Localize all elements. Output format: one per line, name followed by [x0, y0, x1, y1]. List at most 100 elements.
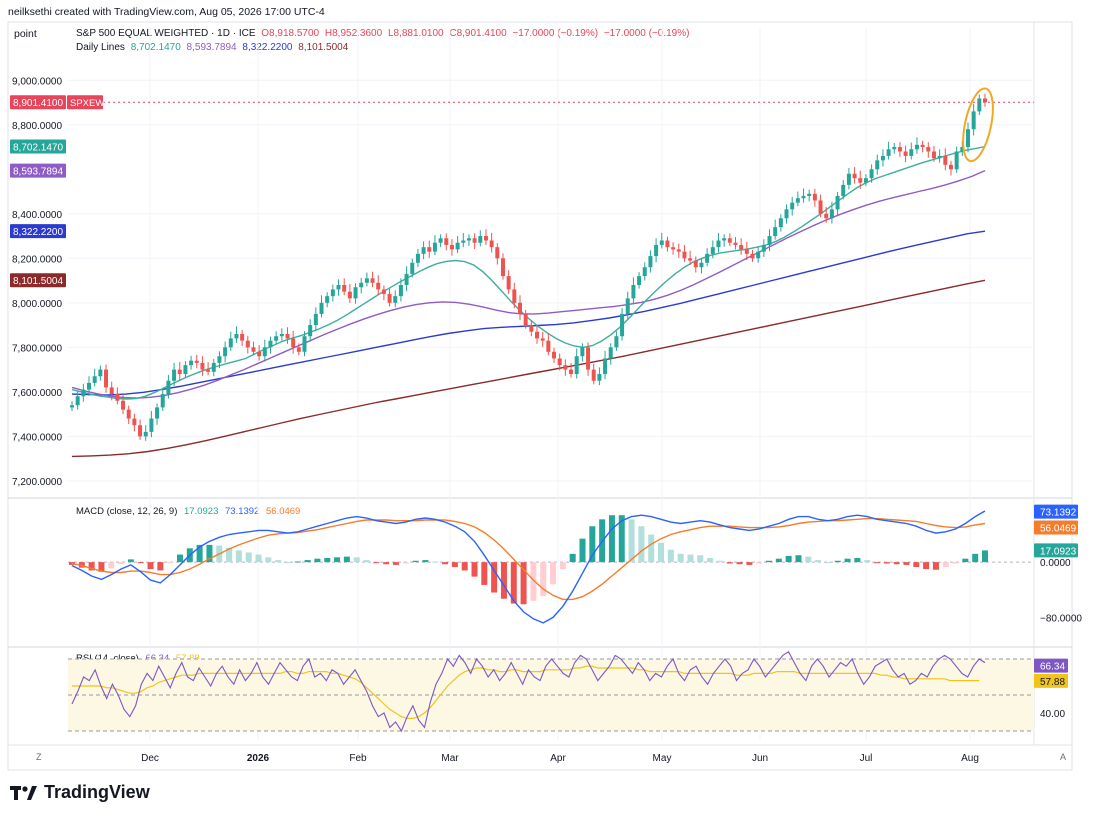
macd-hist-bar — [746, 562, 753, 565]
candle-body — [688, 258, 693, 261]
candle-body — [914, 144, 919, 150]
price-tag-4-bg — [10, 273, 66, 288]
ma20-line — [71, 145, 986, 400]
tradingview-logo[interactable]: TradingView — [10, 782, 150, 803]
macd-hist-bar — [648, 534, 655, 563]
ma100-value: 8,322.2200 — [242, 42, 293, 53]
candle-body — [841, 184, 846, 196]
candle-body — [699, 262, 704, 268]
candle-body — [591, 369, 596, 381]
candle-body — [869, 169, 874, 179]
macd-legend-label[interactable]: MACD (close, 12, 26, 9) — [76, 506, 178, 517]
macd-hist-bar — [235, 550, 242, 563]
price-tick-label: 7,800.0000 — [12, 343, 62, 354]
macd-hist-bar — [589, 526, 596, 563]
candle-body — [971, 111, 976, 130]
candle-body — [733, 242, 738, 245]
candle-body — [160, 394, 165, 408]
rsi-legend: RSI (14, close) 66.34 57.88 — [76, 653, 200, 664]
macd-hist-bar — [245, 552, 252, 563]
rsi-legend-label[interactable]: RSI (14, close) — [76, 653, 139, 664]
candle-body — [319, 302, 324, 314]
macd-hist-bar — [88, 562, 95, 571]
rsi-legend-v2: 57.88 — [175, 653, 200, 664]
candle-body — [642, 267, 647, 277]
macd-hist-bar — [520, 562, 527, 605]
candle-body — [943, 155, 948, 165]
macd-hist-bar — [697, 555, 704, 563]
macd-hist-bar — [923, 562, 930, 570]
candle-body — [875, 160, 880, 170]
candle-body — [614, 336, 619, 348]
macd-hist-bar — [785, 555, 792, 563]
ma50-value: 8,593.7894 — [186, 42, 237, 53]
candle-body — [393, 296, 398, 303]
change-value: −17.0000 (−0.19%) — [512, 28, 599, 39]
macd-hist-bar — [667, 549, 674, 563]
candle-body — [705, 253, 710, 263]
macd-legend-v3: 56.0469 — [265, 506, 301, 517]
candle-body — [359, 282, 364, 288]
macd-hist-bar — [127, 559, 134, 563]
symbol-name[interactable]: S&P 500 EQUAL WEIGHTED · 1D · ICE — [76, 28, 256, 39]
candle-body — [217, 356, 222, 363]
candle-body — [954, 151, 959, 170]
macd-hist-bar — [805, 556, 812, 563]
candle-body — [648, 256, 653, 268]
macd-hist-bar — [972, 553, 979, 563]
time-tick-label: Jun — [752, 753, 768, 764]
macd-hist-bar — [275, 560, 282, 563]
attribution-text: neilksethi created with TradingView.com,… — [8, 6, 325, 18]
auto-scale-left-button[interactable]: Z — [36, 752, 42, 762]
candle-body — [245, 340, 250, 348]
price-tag-3-bg — [10, 224, 66, 239]
macd-hist-bar — [599, 519, 606, 563]
macd-hist-bar — [815, 560, 822, 563]
macd-hist-bar — [216, 545, 223, 563]
candle-body — [880, 155, 885, 161]
price-tick-label: 8,800.0000 — [12, 121, 62, 132]
macd-hist-bar — [343, 556, 350, 563]
macd-hist-bar — [874, 562, 881, 564]
candle-body — [886, 149, 891, 156]
macd-hist-bar — [432, 561, 439, 563]
macd-hist-bar — [324, 558, 331, 563]
macd-hist-bar — [392, 562, 399, 565]
candle-body — [716, 240, 721, 248]
macd-hist-bar — [962, 558, 969, 563]
ma100-line — [71, 230, 986, 396]
macd-hist-bar — [540, 562, 547, 596]
candle-body — [495, 247, 500, 259]
candle-body — [801, 195, 806, 199]
macd-hist-bar — [500, 562, 507, 599]
time-tick-label: May — [653, 753, 672, 764]
macd-line — [71, 510, 986, 624]
macd-signal-line — [71, 517, 986, 601]
candle-body — [132, 418, 137, 426]
price-tick-label: 7,600.0000 — [12, 388, 62, 399]
candle-body — [291, 338, 296, 348]
candle-body — [143, 431, 148, 437]
candle-body — [308, 325, 313, 337]
macd-hist-bar — [442, 562, 449, 565]
macd-hist-bar — [157, 562, 164, 571]
candle-body — [342, 285, 347, 292]
price-tag-1: 8,702.1470 — [13, 143, 63, 154]
macd-hist-bar — [78, 562, 85, 568]
macd-hist-bar — [137, 562, 144, 564]
candle-body — [500, 258, 505, 277]
candle-body — [98, 369, 103, 377]
point-label[interactable]: point — [14, 28, 37, 40]
time-tick-label: Mar — [441, 753, 459, 764]
time-tick-label: Dec — [141, 753, 159, 764]
candle-body — [472, 238, 477, 243]
candle-body — [620, 313, 625, 337]
candle-body — [274, 336, 279, 341]
macd-hist-bar — [756, 562, 763, 564]
price-tag-0-bg — [10, 95, 66, 110]
macd-hist-bar — [903, 562, 910, 565]
candle-body — [330, 289, 335, 297]
auto-scale-right-button[interactable]: A — [1060, 752, 1067, 762]
ma-legend-label[interactable]: Daily Lines — [76, 42, 125, 53]
rsi-tick-label: 40.00 — [1040, 709, 1065, 720]
